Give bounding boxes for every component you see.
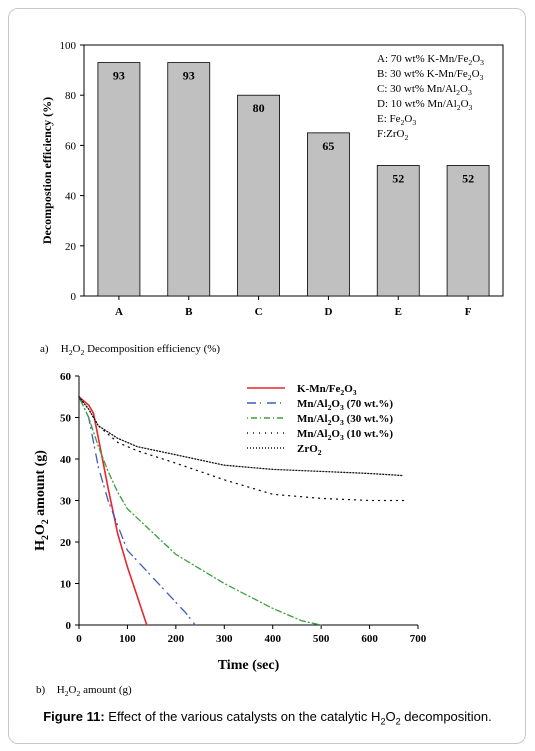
x-tick-label: 300 [216,633,233,645]
x-tick-label: 600 [361,633,378,645]
x-tick-label: B [185,306,193,318]
bar [307,132,350,297]
legend-entry: A: 70 wt% K-Mn/Fe2O3 [377,53,484,67]
x-tick-label: 100 [119,633,136,645]
bar-value-label: 93 [183,69,195,83]
legend-entry: Mn/Al2O3 (30 wt.%) [297,413,393,427]
x-tick-label: 700 [410,633,427,645]
bar [446,165,490,297]
bar-value-label: 52 [392,171,404,185]
legend-entry: E: Fe2O3 [377,113,416,127]
x-tick-label: 500 [313,633,330,645]
y-tick-label: 10 [60,579,72,591]
x-axis-label: Time (sec) [218,658,280,673]
x-tick-label: C [255,306,263,318]
bar [97,62,141,297]
series-line [78,396,196,626]
y-tick-label: 20 [60,537,72,549]
y-tick-label: 50 [60,413,72,425]
bar [167,62,211,297]
figure-label: Figure 11: [43,709,105,724]
legend-entry: C: 30 wt% Mn/Al2O3 [377,83,472,97]
x-tick-label: E [395,306,402,318]
bar [376,165,420,297]
legend-entry: D: 10 wt% Mn/Al2O3 [377,98,473,112]
plot-frame [83,44,504,297]
x-tick-label: F [465,306,472,318]
y-tick-label: 100 [60,40,77,52]
y-axis-label: Decompostion efficiency (%) [40,97,54,244]
bar [237,94,280,297]
bar-value-label: 52 [462,171,474,185]
y-tick-label: 0 [71,291,77,303]
y-axis-label: H2O2 amount (g) [33,450,51,551]
legend-entry: ZrO2 [297,443,322,457]
legend-entry: K-Mn/Fe2O3 [297,383,357,397]
legend-entry: B: 30 wt% K-Mn/Fe2O3 [377,68,484,82]
caption-a-label: a) [40,343,49,355]
y-tick-label: 40 [60,454,72,466]
series-line [78,396,148,626]
x-tick-label: A [115,306,123,318]
legend-entry: F:ZrO2 [377,128,409,142]
legend-entry: Mn/Al2O3 (10 wt.%) [297,428,393,442]
figure-caption: Figure 11: Effect of the various catalys… [0,709,535,727]
x-tick-label: 0 [76,633,82,645]
caption-b-text: H2O2 amount (g) [56,684,132,699]
y-tick-label: 80 [65,90,77,102]
y-tick-label: 60 [60,371,72,383]
series-line [78,396,405,477]
series-line [78,396,405,502]
bar-chart: 0 20 40 60 80 100 93 A 93 B 80 C 65 D 52 E 52 F Decomposti… [40,40,504,318]
y-tick-label: 0 [66,620,72,632]
bar-value-label: 65 [322,139,334,153]
y-tick-label: 30 [60,496,72,508]
x-tick-label: 400 [264,633,281,645]
y-tick-label: 40 [65,191,77,203]
caption-b: b) H2O2 amount (g) [36,684,132,698]
x-tick-label: D [324,306,332,318]
legend-entry: Mn/Al2O3 (70 wt.%) [297,398,393,412]
bar-value-label: 80 [253,101,265,115]
caption-a-text: H2O2 Decomposition efficiency (%) [60,343,221,358]
y-tick-label: 20 [65,241,77,253]
caption-b-label: b) [36,684,46,696]
x-tick-label: 200 [168,633,185,645]
caption-a: a) H2O2 Decomposition efficiency (%) [40,343,220,357]
series-line [78,396,322,626]
y-tick-label: 60 [65,140,77,152]
figure-caption-text: Effect of the various catalysts on the c… [104,709,492,727]
bar-value-label: 93 [113,69,125,83]
